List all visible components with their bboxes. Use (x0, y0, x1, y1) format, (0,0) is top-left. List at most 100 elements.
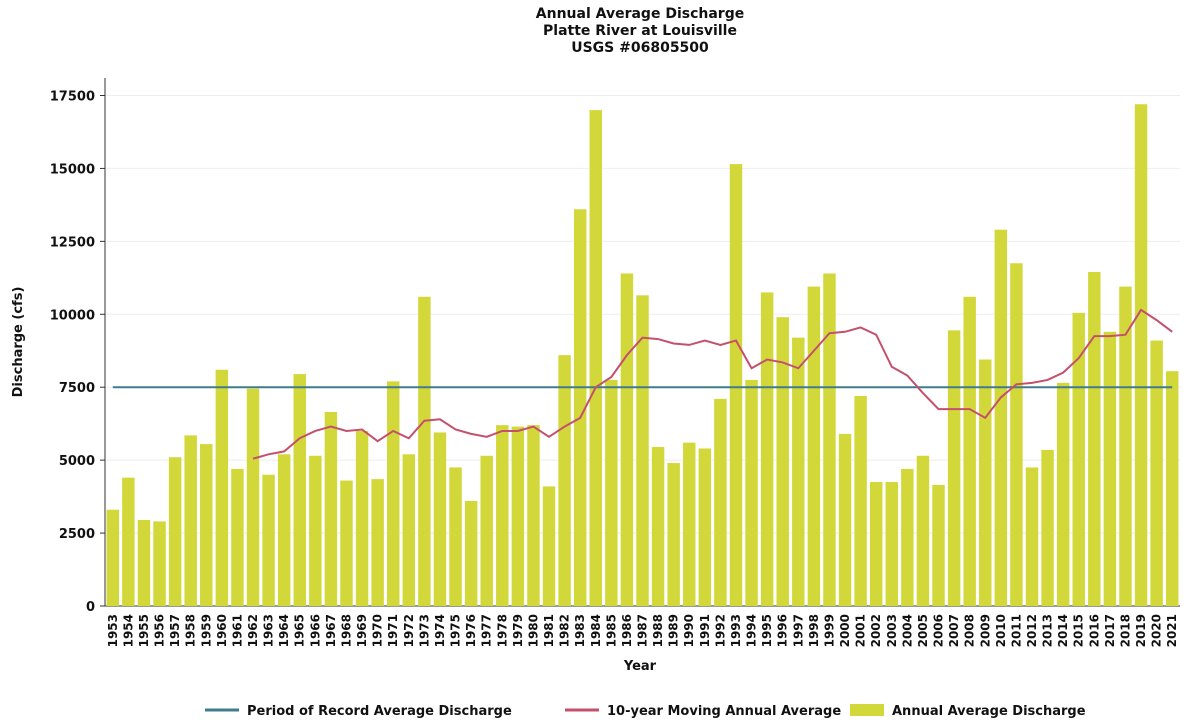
x-tick-label: 1987 (636, 614, 650, 647)
bar (1056, 382, 1070, 606)
bar (293, 374, 306, 606)
x-tick-label: 1990 (682, 614, 696, 647)
bar (994, 229, 1008, 606)
y-tick-label: 10000 (50, 308, 95, 323)
bar (916, 455, 930, 606)
x-tick-label: 1959 (199, 614, 213, 647)
bar (729, 164, 743, 607)
y-tick-label: 7500 (59, 381, 95, 396)
bar (1010, 263, 1023, 606)
chart-title: Platte River at Louisville (543, 23, 737, 39)
x-tick-label: 1957 (168, 614, 182, 647)
x-tick-label: 2007 (947, 614, 961, 647)
x-tick-label: 2000 (838, 614, 852, 647)
bar (838, 433, 852, 606)
bar (449, 467, 462, 606)
bar (558, 355, 571, 606)
bar (200, 444, 213, 606)
bar (901, 468, 914, 606)
x-tick-label: 2017 (1103, 614, 1117, 647)
legend-label: 10-year Moving Annual Average (607, 704, 841, 719)
bar (760, 292, 774, 606)
x-tick-label: 1976 (464, 614, 478, 647)
legend-label: Annual Average Discharge (892, 704, 1086, 719)
x-tick-label: 1970 (371, 614, 385, 647)
bar (1103, 331, 1117, 606)
bar (1041, 449, 1054, 606)
bar (589, 110, 602, 607)
x-tick-label: 1988 (651, 614, 665, 647)
bar (122, 477, 135, 606)
bar (683, 442, 696, 606)
x-tick-label: 1986 (620, 614, 634, 647)
x-tick-label: 2014 (1056, 614, 1070, 647)
bar (807, 286, 821, 606)
x-tick-label: 2018 (1118, 614, 1132, 647)
x-tick-label: 2019 (1134, 614, 1148, 647)
x-tick-label: 2009 (978, 614, 992, 647)
bar (792, 337, 805, 606)
bar (355, 430, 369, 606)
x-tick-label: 2011 (1009, 614, 1023, 647)
bar (402, 454, 416, 606)
bar (246, 388, 260, 606)
bar (854, 395, 867, 606)
bar (480, 455, 493, 606)
x-tick-label: 1954 (121, 614, 135, 647)
bar (433, 432, 447, 606)
bar (386, 381, 400, 606)
x-tick-label: 1969 (355, 614, 369, 647)
x-tick-label: 1993 (729, 614, 743, 647)
bar (947, 330, 961, 606)
bar (324, 412, 338, 606)
bar (137, 519, 151, 606)
x-tick-label: 1964 (277, 614, 291, 647)
bar (106, 509, 120, 606)
bar (309, 455, 322, 606)
y-tick-label: 17500 (50, 90, 95, 105)
bar (979, 359, 992, 606)
x-tick-label: 1978 (495, 614, 509, 647)
bar (231, 468, 244, 606)
chart-title: USGS #06805500 (571, 40, 709, 56)
y-tick-label: 12500 (50, 235, 95, 250)
x-tick-label: 1980 (526, 614, 540, 647)
x-tick-label: 2001 (854, 614, 868, 647)
x-tick-label: 1973 (417, 614, 431, 647)
x-tick-label: 2016 (1087, 614, 1101, 647)
bar (932, 484, 945, 606)
bar (527, 425, 540, 606)
bar (698, 448, 712, 606)
bar (262, 474, 275, 606)
x-tick-label: 1972 (402, 614, 416, 647)
x-tick-label: 1981 (542, 614, 556, 647)
bar (1119, 286, 1132, 606)
x-tick-label: 1984 (589, 614, 603, 647)
bar (1150, 340, 1163, 606)
bar (1072, 312, 1085, 606)
x-tick-label: 1998 (807, 614, 821, 647)
bar (277, 454, 291, 606)
bar (464, 500, 478, 606)
x-tick-label: 1992 (713, 614, 727, 647)
x-tick-label: 1977 (480, 614, 494, 647)
bar (667, 463, 680, 606)
x-tick-label: 2012 (1025, 614, 1039, 647)
moving-average-line (252, 308, 1173, 460)
legend-label: Period of Record Average Discharge (247, 704, 512, 719)
y-tick-label: 15000 (50, 162, 95, 177)
bar (620, 273, 634, 606)
x-tick-label: 1989 (667, 614, 681, 647)
x-tick-label: 1974 (433, 614, 447, 647)
x-tick-label: 1971 (386, 614, 400, 647)
bar (371, 479, 384, 606)
x-tick-label: 1963 (262, 614, 276, 647)
x-tick-label: 1953 (106, 614, 120, 647)
x-tick-label: 2020 (1150, 614, 1164, 647)
x-tick-label: 1983 (573, 614, 587, 647)
bar (1134, 104, 1148, 606)
x-tick-label: 1968 (339, 614, 353, 647)
bar (340, 480, 353, 606)
x-tick-label: 2013 (1041, 614, 1055, 647)
